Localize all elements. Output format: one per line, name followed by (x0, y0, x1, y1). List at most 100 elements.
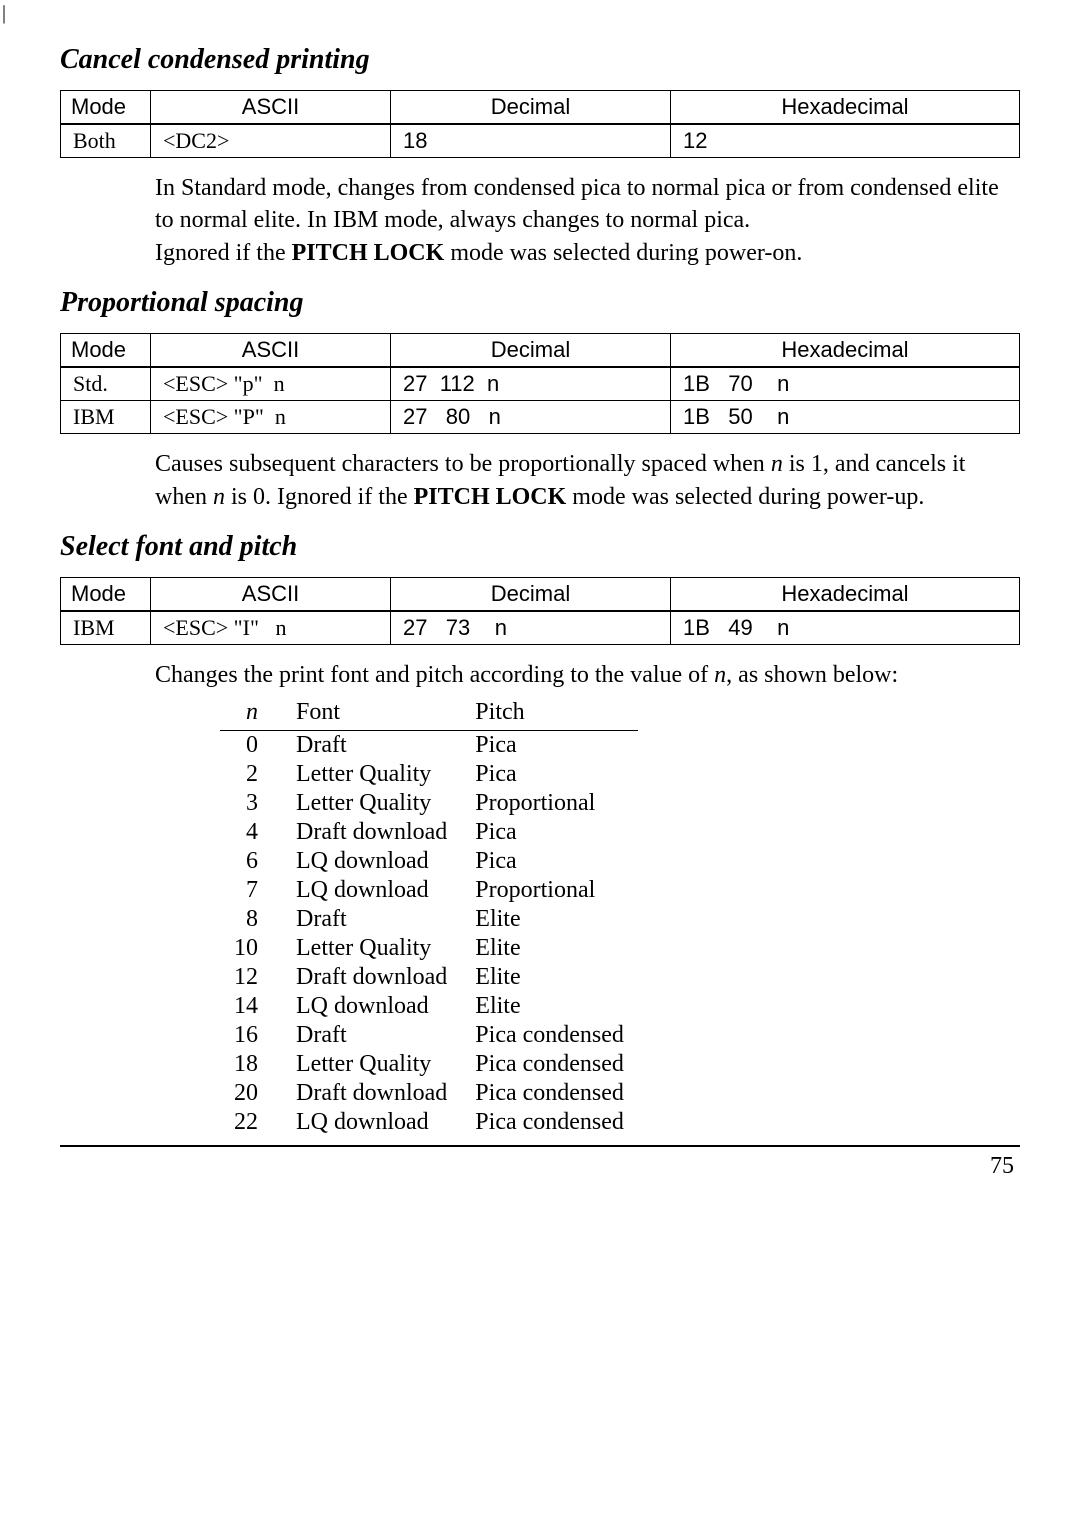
th-decimal: Decimal (391, 577, 671, 611)
text: mode was selected during power-up. (566, 484, 924, 510)
fp-font: LQ download (282, 876, 461, 905)
fp-header-font: Font (282, 697, 461, 731)
th-decimal: Decimal (391, 334, 671, 368)
cell-mode: IBM (61, 611, 151, 645)
text: In Standard mode, changes from condensed… (155, 175, 999, 233)
th-ascii: ASCII (151, 91, 391, 125)
fp-font: LQ download (282, 1108, 461, 1137)
fp-font: Draft download (282, 963, 461, 992)
fp-n: 0 (220, 731, 282, 761)
fp-header-n: n (220, 697, 282, 731)
table-row: IBM <ESC> "P" n 27 80 n 1B 50 n (61, 401, 1020, 434)
text: Causes subsequent characters to be propo… (155, 451, 771, 477)
th-mode: Mode (61, 334, 151, 368)
cell-mode: IBM (61, 401, 151, 434)
text: is 0. Ignored if the (225, 484, 414, 510)
table-cancel: Mode ASCII Decimal Hexadecimal Both <DC2… (60, 90, 1020, 158)
table-font-pitch: n Font Pitch 0DraftPica 2Letter QualityP… (220, 697, 638, 1137)
table-row: IBM <ESC> "I" n 27 73 n 1B 49 n (61, 611, 1020, 645)
table-row: Std. <ESC> "p" n 27 112 n 1B 70 n (61, 367, 1020, 401)
th-ascii: ASCII (151, 334, 391, 368)
fp-pitch: Pica condensed (461, 1108, 638, 1137)
fp-n: 3 (220, 789, 282, 818)
fp-n: 18 (220, 1050, 282, 1079)
fp-font: Draft download (282, 1079, 461, 1108)
th-hex: Hexadecimal (671, 91, 1020, 125)
text-italic: n (213, 484, 225, 510)
fp-pitch: Pica (461, 818, 638, 847)
text: Ignored if the (155, 240, 292, 266)
cell-mode: Std. (61, 367, 151, 401)
fp-n: 16 (220, 1021, 282, 1050)
fp-header-pitch: Pitch (461, 697, 638, 731)
fp-font: Draft (282, 1021, 461, 1050)
fp-pitch: Proportional (461, 876, 638, 905)
cell-ascii: <ESC> "P" n (151, 401, 391, 434)
text: Changes the print font and pitch accordi… (155, 662, 714, 688)
section-title-proportional: Proportional spacing (60, 287, 1020, 319)
section-title-select: Select font and pitch (60, 531, 1020, 563)
cell-hex: 1B 49 n (671, 611, 1020, 645)
section-title-cancel: Cancel condensed printing (60, 44, 1020, 76)
cell-hex: 12 (671, 124, 1020, 158)
fp-pitch: Elite (461, 963, 638, 992)
fp-n: 14 (220, 992, 282, 1021)
table-select: Mode ASCII Decimal Hexadecimal IBM <ESC>… (60, 577, 1020, 645)
cell-ascii: <DC2> (151, 124, 391, 158)
th-ascii: ASCII (151, 577, 391, 611)
fp-font: Letter Quality (282, 934, 461, 963)
cell-decimal: 27 80 n (391, 401, 671, 434)
fp-n: 22 (220, 1108, 282, 1137)
fp-n: 8 (220, 905, 282, 934)
fp-n: 2 (220, 760, 282, 789)
table-proportional: Mode ASCII Decimal Hexadecimal Std. <ESC… (60, 333, 1020, 434)
fp-font: Letter Quality (282, 760, 461, 789)
fp-font: LQ download (282, 847, 461, 876)
cell-ascii: <ESC> "I" n (151, 611, 391, 645)
text-bold: PITCH LOCK (414, 484, 567, 510)
cell-mode: Both (61, 124, 151, 158)
th-hex: Hexadecimal (671, 334, 1020, 368)
cell-decimal: 27 112 n (391, 367, 671, 401)
text: , as shown below: (726, 662, 898, 688)
fp-n: 4 (220, 818, 282, 847)
fp-pitch: Elite (461, 934, 638, 963)
fp-pitch: Pica (461, 731, 638, 761)
table-row: Both <DC2> 18 12 (61, 124, 1020, 158)
fp-pitch: Pica condensed (461, 1050, 638, 1079)
text-bold: PITCH LOCK (292, 240, 445, 266)
fp-pitch: Pica condensed (461, 1079, 638, 1108)
desc-proportional: Causes subsequent characters to be propo… (155, 448, 1020, 513)
scan-mark: | (2, 2, 6, 25)
cell-hex: 1B 50 n (671, 401, 1020, 434)
fp-pitch: Pica condensed (461, 1021, 638, 1050)
text-italic: n (771, 451, 783, 477)
fp-pitch: Elite (461, 905, 638, 934)
fp-n: 20 (220, 1079, 282, 1108)
cell-decimal: 18 (391, 124, 671, 158)
fp-n: 10 (220, 934, 282, 963)
th-mode: Mode (61, 577, 151, 611)
fp-font: LQ download (282, 992, 461, 1021)
desc-cancel: In Standard mode, changes from condensed… (155, 172, 1020, 269)
fp-font: Letter Quality (282, 789, 461, 818)
th-hex: Hexadecimal (671, 577, 1020, 611)
fp-pitch: Pica (461, 760, 638, 789)
th-mode: Mode (61, 91, 151, 125)
fp-pitch: Elite (461, 992, 638, 1021)
fp-font: Draft (282, 905, 461, 934)
fp-font: Draft (282, 731, 461, 761)
fp-n: 6 (220, 847, 282, 876)
text: mode was selected during power-on. (444, 240, 802, 266)
fp-n: 7 (220, 876, 282, 905)
cell-hex: 1B 70 n (671, 367, 1020, 401)
fp-font: Draft download (282, 818, 461, 847)
fp-pitch: Proportional (461, 789, 638, 818)
cell-ascii: <ESC> "p" n (151, 367, 391, 401)
desc-select: Changes the print font and pitch accordi… (155, 659, 1020, 691)
cell-decimal: 27 73 n (391, 611, 671, 645)
fp-n: 12 (220, 963, 282, 992)
th-decimal: Decimal (391, 91, 671, 125)
text-italic: n (714, 662, 726, 688)
fp-pitch: Pica (461, 847, 638, 876)
